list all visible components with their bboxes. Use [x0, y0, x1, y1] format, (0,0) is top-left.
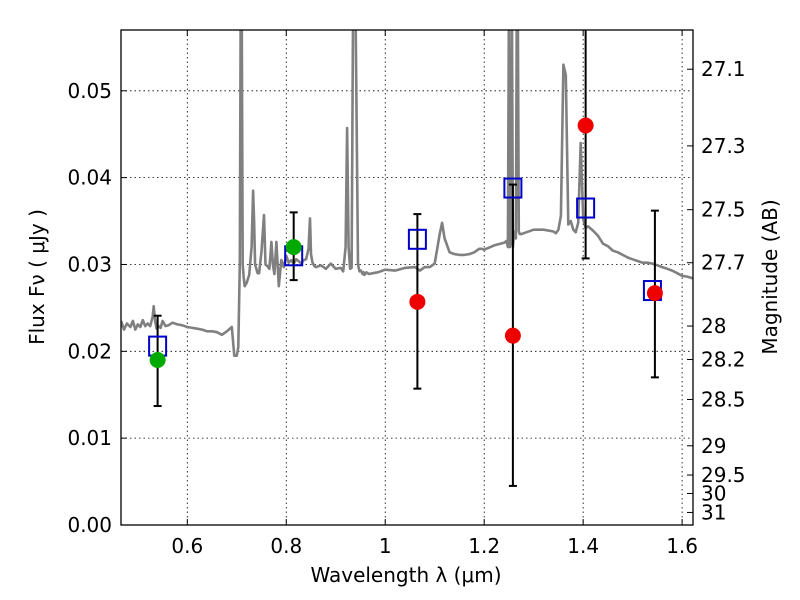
y-tick-label: 0.01 — [67, 426, 112, 450]
x-tick-label: 1.6 — [666, 534, 698, 558]
measurement-point — [577, 117, 594, 134]
template-spectrum-line — [121, 30, 693, 358]
x-axis-label: Wavelength λ (μm) — [310, 563, 501, 587]
mag-tick-label: 28.5 — [701, 387, 746, 411]
x-tick-label: 1.2 — [468, 534, 500, 558]
mag-tick-label: 27.7 — [701, 251, 746, 275]
mag-tick-label: 30 — [701, 481, 726, 505]
mag-tick-label: 28.2 — [701, 348, 746, 372]
y-tick-label: 0.03 — [67, 252, 112, 276]
y-tick-label: 0.05 — [67, 79, 112, 103]
detection-point — [149, 352, 166, 368]
measurement-point — [409, 293, 426, 310]
measurement-point — [504, 327, 521, 344]
plot-markers — [148, 30, 663, 487]
x-tick-label: 1 — [379, 534, 392, 558]
axes: 0.6 0.8 1 1.2 1.4 1.6 0.00 0.01 0.02 0.03 0.04 0.05… — [67, 30, 746, 558]
y-tick-label: 0.00 — [67, 513, 112, 537]
y-tick-label: 0.02 — [67, 339, 112, 363]
measurement-point — [646, 285, 663, 302]
model-photometry-square — [503, 177, 523, 199]
detection-point — [285, 239, 302, 256]
y-axis-label: Flux Fν ( μJy ) — [25, 209, 49, 345]
model-photometry-square — [576, 197, 596, 219]
mag-tick-label: 28 — [701, 314, 726, 338]
mag-tick-label: 29 — [701, 434, 726, 458]
mag-tick-label: 27.3 — [701, 134, 746, 158]
x-tick-label: 1.4 — [567, 534, 599, 558]
y2-axis-label: Magnitude (AB) — [758, 199, 782, 354]
mag-tick-label: 29.5 — [701, 463, 746, 487]
mag-tick-label: 27.1 — [701, 57, 746, 81]
x-tick-label: 0.8 — [270, 534, 302, 558]
mag-tick-label: 31 — [701, 500, 726, 524]
model-photometry-square — [407, 228, 427, 250]
plot-data — [121, 30, 693, 358]
x-tick-label: 0.6 — [171, 534, 203, 558]
mag-tick-label: 27.5 — [701, 198, 746, 222]
y-tick-label: 0.04 — [67, 166, 112, 190]
plot-frame — [120, 29, 694, 526]
